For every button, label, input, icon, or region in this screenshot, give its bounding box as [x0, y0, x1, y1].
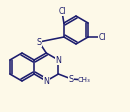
Text: N: N	[55, 56, 61, 65]
Text: Cl: Cl	[58, 6, 66, 15]
Text: CH₃: CH₃	[78, 77, 91, 83]
Text: N: N	[43, 76, 49, 85]
Text: Cl: Cl	[98, 32, 106, 42]
Text: S: S	[36, 38, 42, 46]
Text: S: S	[69, 74, 74, 84]
